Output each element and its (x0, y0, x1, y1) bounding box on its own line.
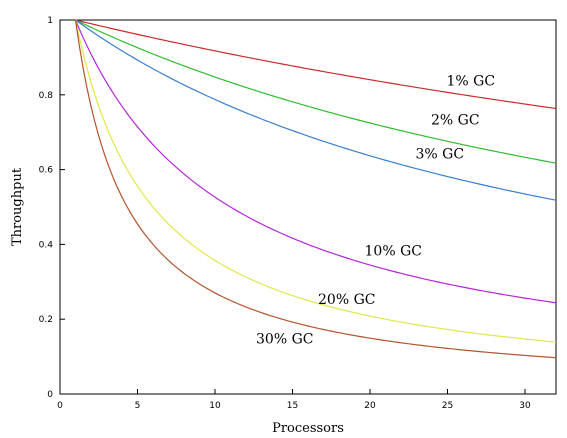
series-line-10-gc (74, 19, 557, 304)
plot-frame (59, 19, 557, 395)
x-tick-label: 25 (442, 401, 453, 411)
series-label-3-gc: 3% GC (415, 146, 464, 162)
series-line-2-gc (75, 19, 557, 164)
series-label-20-gc: 20% GC (318, 292, 375, 308)
series-line-20-gc (74, 19, 557, 343)
x-tick-label: 5 (135, 401, 141, 411)
series-label-10-gc: 10% GC (365, 244, 422, 260)
series-line-1-gc (75, 19, 557, 110)
y-axis-title: Throughput (10, 167, 25, 246)
x-tick-label: 0 (57, 401, 63, 411)
series-label-30-gc: 30% GC (256, 332, 313, 348)
series-line-30-gc (74, 19, 557, 359)
y-tick-label: 0.8 (39, 91, 54, 101)
x-tick-label: 15 (287, 401, 298, 411)
x-tick-label: 30 (519, 401, 531, 411)
y-tick-label: 0.6 (39, 166, 54, 176)
series-line-3-gc (75, 19, 557, 201)
y-tick-label: 1 (47, 16, 53, 26)
series-label-1-gc: 1% GC (446, 73, 495, 89)
x-tick-label: 10 (209, 401, 221, 411)
series-labels: 1% GC 2% GC 3% GC 10% GC 20% GC 30% GC (256, 73, 495, 347)
y-tick-label: 0 (47, 390, 53, 400)
axis-ticks: 0 5 10 15 20 25 30 0 0.2 0.4 0.6 0.8 1 (39, 16, 531, 411)
series-label-2-gc: 2% GC (431, 113, 480, 129)
x-axis-title: Processors (272, 421, 344, 436)
series-lines (74, 19, 557, 359)
y-tick-label: 0.2 (39, 315, 53, 325)
x-tick-label: 20 (364, 401, 376, 411)
y-tick-label: 0.4 (39, 240, 54, 250)
